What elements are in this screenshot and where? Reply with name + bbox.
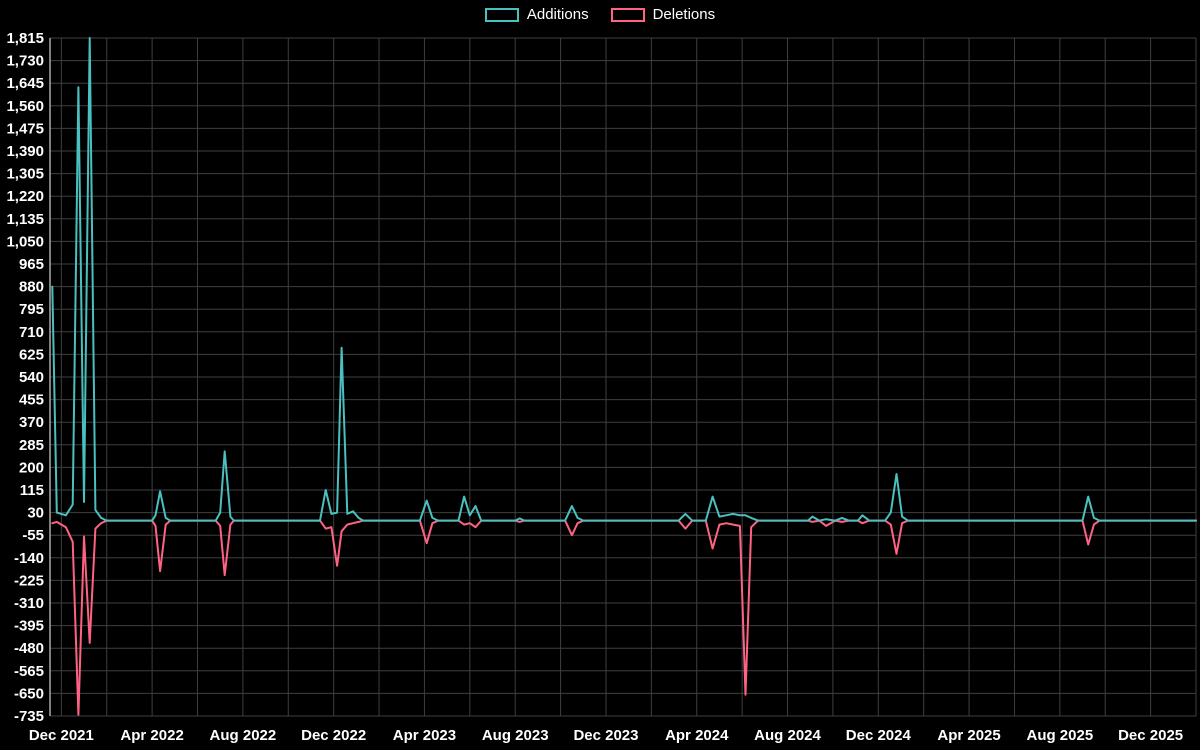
y-tick-label: 1,050 <box>6 233 44 250</box>
x-tick-label: Aug 2025 <box>1026 727 1093 744</box>
x-tick-label: Dec 2023 <box>573 727 638 744</box>
y-tick-label: 710 <box>19 324 44 341</box>
y-tick-label: -480 <box>14 640 44 657</box>
legend-item-additions[interactable]: Additions <box>484 6 589 23</box>
y-tick-label: -735 <box>14 708 44 725</box>
y-tick-label: 1,220 <box>6 188 44 205</box>
y-tick-label: 115 <box>20 482 44 499</box>
legend-label-deletions: Deletions <box>652 6 716 23</box>
x-tick-label: Aug 2024 <box>754 727 821 744</box>
x-tick-label: Apr 2022 <box>120 727 183 744</box>
y-tick-label: -310 <box>14 595 44 612</box>
x-tick-label: Dec 2024 <box>846 727 912 744</box>
y-tick-label: -650 <box>14 685 44 702</box>
y-tick-label: 1,135 <box>6 211 44 228</box>
y-tick-label: 1,475 <box>6 120 44 137</box>
y-tick-label: -140 <box>14 550 44 567</box>
x-tick-label: Apr 2023 <box>393 727 456 744</box>
x-tick-label: Apr 2024 <box>665 727 729 744</box>
y-tick-label: 625 <box>19 346 44 363</box>
y-tick-label: 370 <box>19 414 44 431</box>
series-line-additions <box>51 37 1197 522</box>
y-tick-label: 200 <box>19 459 44 476</box>
y-tick-label: 1,305 <box>6 166 44 183</box>
series-line-deletions <box>51 519 1197 716</box>
y-tick-label: 540 <box>19 369 44 386</box>
y-tick-label: 1,390 <box>6 143 44 160</box>
y-tick-label: 1,645 <box>6 75 44 92</box>
y-tick-label: -55 <box>22 527 44 544</box>
legend-swatch-deletions <box>610 7 645 22</box>
legend-item-deletions[interactable]: Deletions <box>610 6 716 23</box>
y-tick-label: 285 <box>19 437 44 454</box>
y-tick-label: -395 <box>14 618 44 635</box>
y-tick-label: 30 <box>27 505 44 522</box>
x-tick-label: Dec 2021 <box>29 727 94 744</box>
legend-swatch-additions <box>484 7 519 22</box>
y-tick-label: 880 <box>19 279 44 296</box>
y-tick-label: 795 <box>19 301 44 318</box>
x-tick-label: Dec 2025 <box>1118 727 1183 744</box>
y-tick-label: 965 <box>19 256 44 273</box>
y-tick-label: -565 <box>14 663 44 680</box>
x-tick-label: Apr 2025 <box>937 727 1000 744</box>
x-tick-label: Dec 2022 <box>301 727 366 744</box>
x-tick-label: Aug 2023 <box>482 727 549 744</box>
x-tick-label: Aug 2022 <box>210 727 277 744</box>
legend-label-additions: Additions <box>526 6 589 23</box>
y-tick-label: 1,815 <box>6 30 44 47</box>
y-tick-label: 1,730 <box>6 53 44 70</box>
y-tick-label: 455 <box>19 392 44 409</box>
y-tick-label: -225 <box>14 572 44 589</box>
chart-legend: Additions Deletions <box>0 6 1200 23</box>
y-tick-label: 1,560 <box>6 98 44 115</box>
